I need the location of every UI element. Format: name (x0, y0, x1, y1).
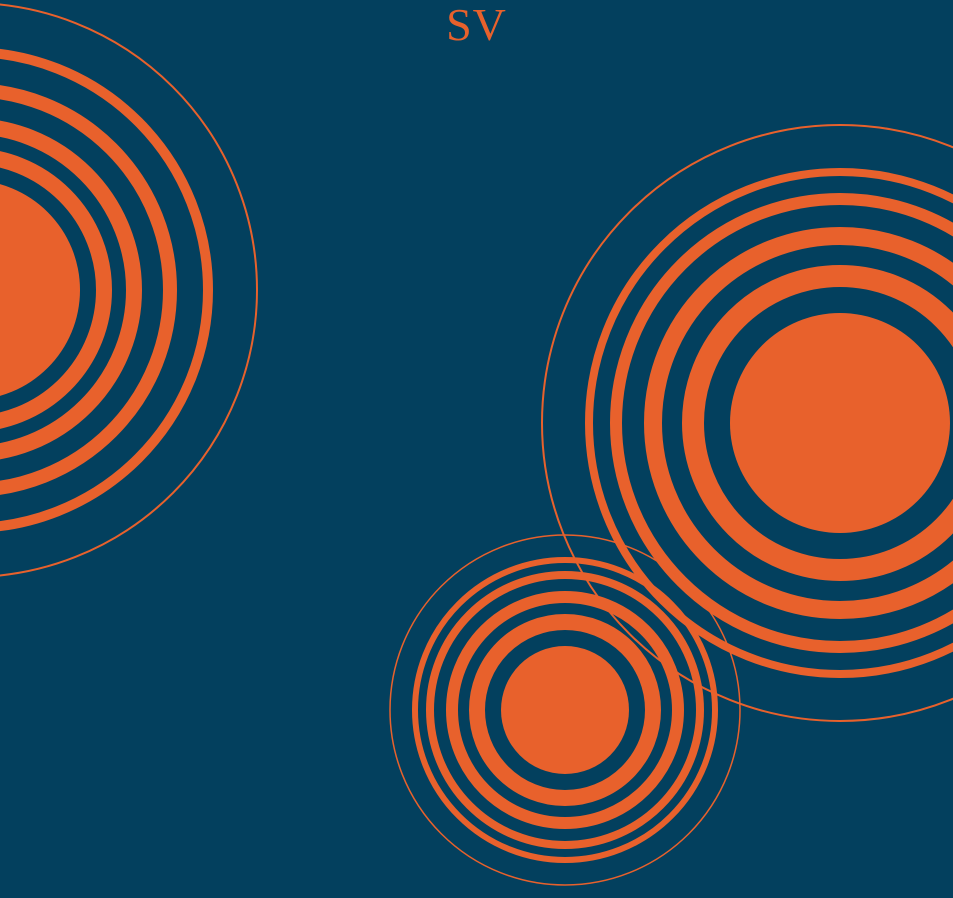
bottom-ring-ring-4 (412, 557, 718, 863)
left-ring-ring-3 (0, 85, 177, 495)
monogram-logo: SV (446, 0, 507, 50)
bottom-ring-core-disc (501, 646, 629, 774)
left-ring-core-disc (0, 184, 80, 396)
right-ring-ring-1 (682, 265, 953, 581)
bottom-ring-ring-3 (426, 571, 704, 849)
left-ring-group (0, 3, 258, 577)
right-ring-ring-5 (541, 124, 953, 722)
bottom-ring-group (389, 534, 741, 886)
left-ring-ring-1 (0, 151, 112, 429)
right-ring-ring-2 (644, 227, 953, 619)
bottom-ring-ring-1 (469, 614, 661, 806)
bottom-ring-ring-2 (446, 591, 684, 829)
left-ring-ring-5 (0, 3, 258, 577)
right-ring-ring-3 (610, 193, 953, 653)
right-ring-core-disc (730, 313, 950, 533)
left-ring-ring-2 (0, 120, 142, 460)
left-ring-ring-4 (0, 48, 213, 532)
bottom-ring-ring-5 (389, 534, 741, 886)
right-ring-group (541, 124, 953, 722)
right-ring-ring-4 (585, 168, 953, 678)
